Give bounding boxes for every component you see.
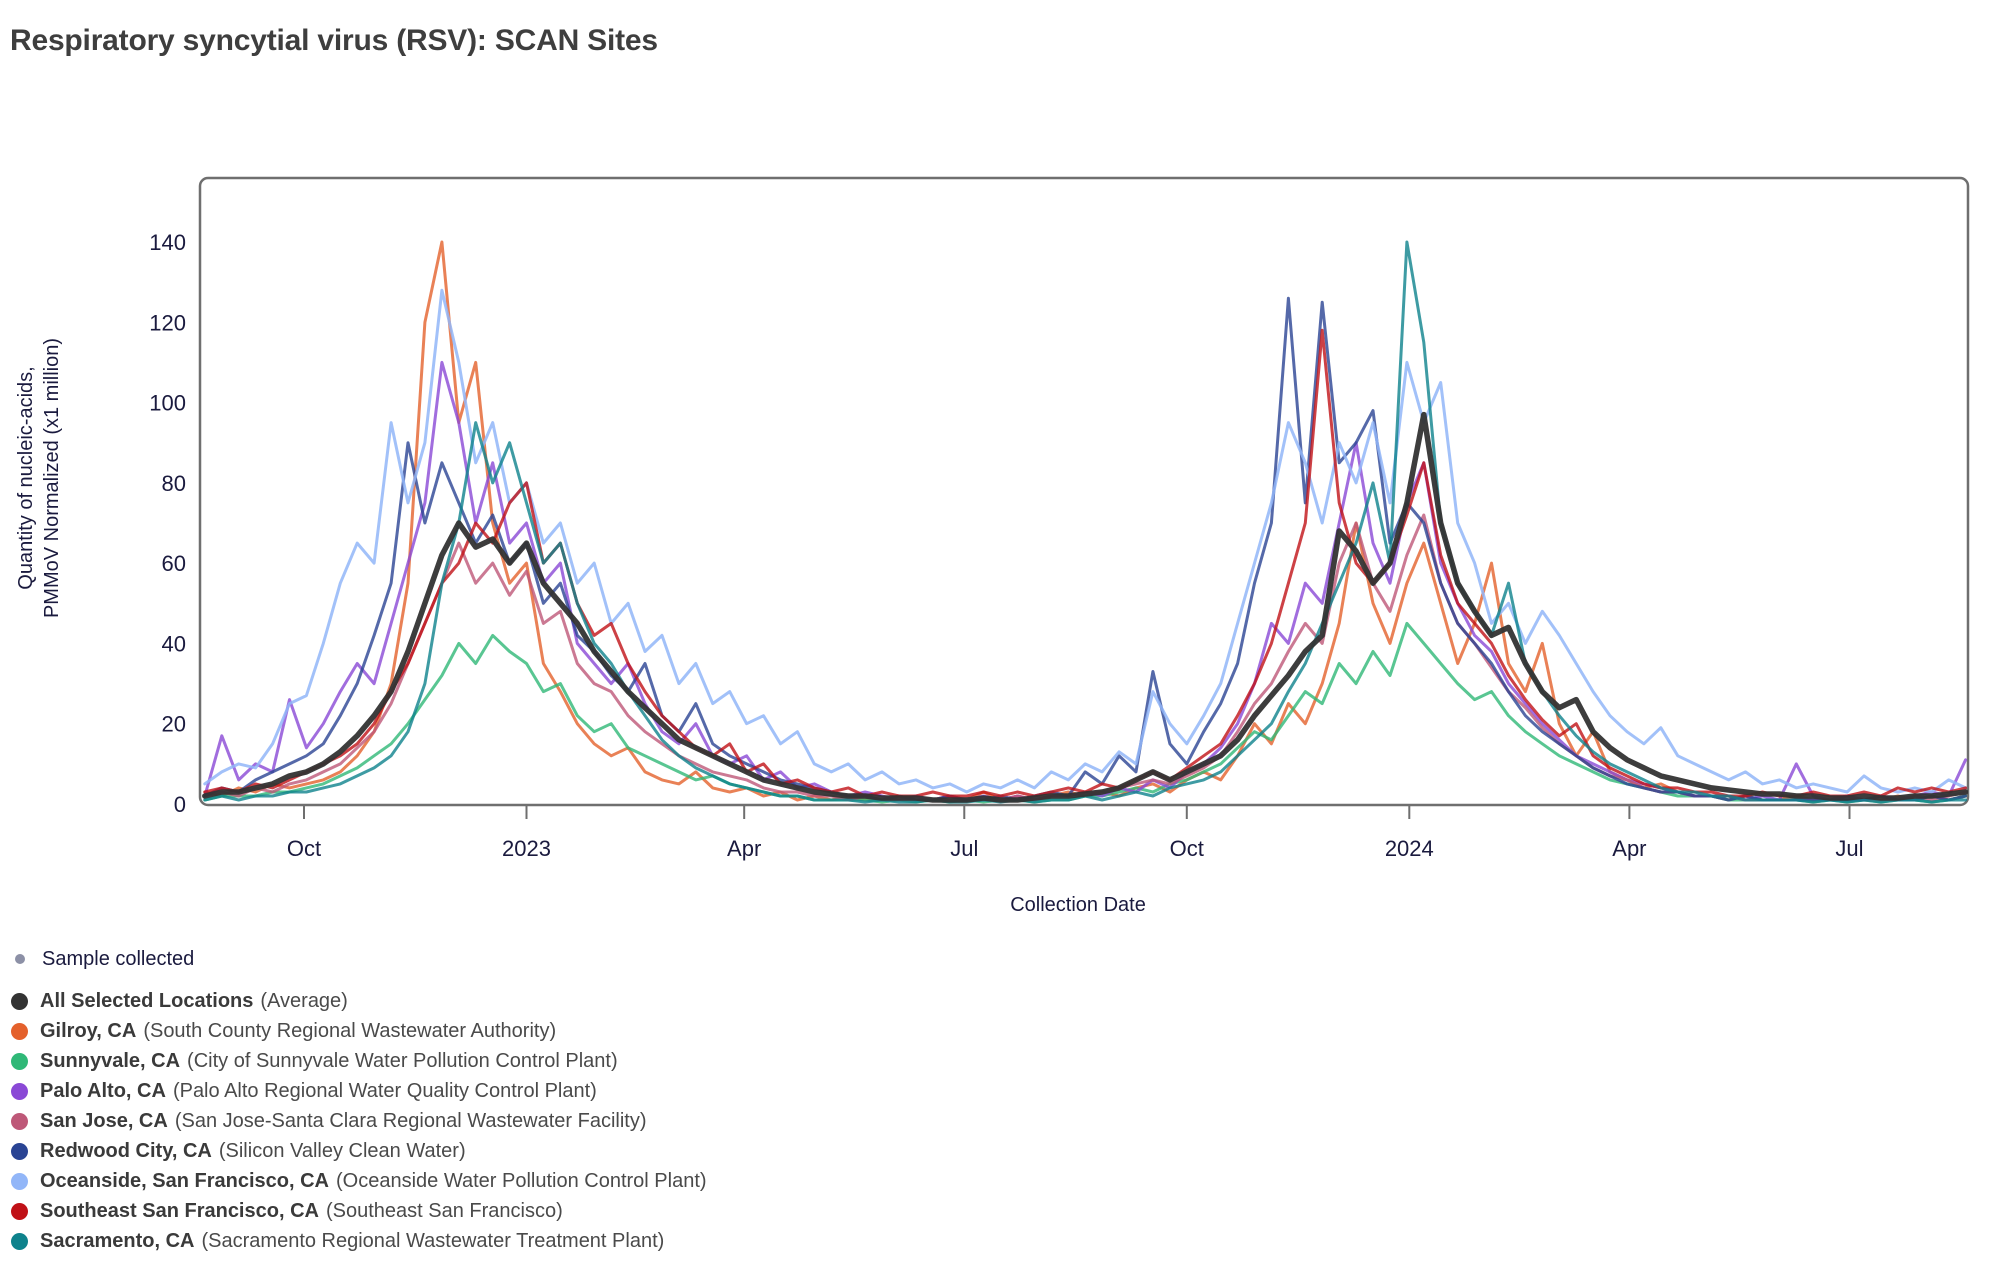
series-line-oceanside-san-francisco-ca [203,288,1968,794]
legend-item: Palo Alto, CA (Palo Alto Regional Water Q… [8,1076,707,1106]
x-tick-label: Apr [1612,836,1646,861]
legend-item-name: Oceanside, San Francisco, CA [40,1169,329,1192]
legend-color-dot-icon [11,1082,28,1100]
y-tick-label: 40 [162,631,186,656]
series-line-all-selected-locations-average- [202,411,1968,803]
x-tick-label: 2023 [502,836,551,861]
legend-item-name: Redwood City, CA [40,1139,212,1162]
x-tick-label: Jul [950,836,978,861]
legend-item-name: Sacramento, CA [40,1229,195,1252]
legend-item-description: (Silicon Valley Clean Water) [218,1139,466,1162]
legend-item: Southeast San Francisco, CA (Southeast Sa… [8,1196,707,1226]
legend-item-description: (Average) [260,989,348,1012]
legend-item: Sacramento, CA (Sacramento Regional Waste… [8,1226,707,1256]
legend-item: All Selected Locations (Average) [8,986,707,1016]
legend-color-dot-icon [11,1022,28,1040]
plot-border [198,176,1970,807]
x-tick-label: 2024 [1385,836,1434,861]
legend-item-description: (Palo Alto Regional Water Quality Contro… [172,1079,597,1102]
legend-item-description: (San Jose-Santa Clara Regional Wastewate… [174,1109,647,1132]
legend-item: Sunnyvale, CA (City of Sunnyvale Water Po… [8,1046,707,1076]
legend-color-dot-icon [11,1172,28,1190]
legend-color-dot-icon [11,1142,28,1160]
legend-color-dot-icon [11,1232,28,1250]
y-tick-label: 100 [149,391,186,416]
legend-item-description: (South County Regional Wastewater Author… [143,1019,557,1042]
legend-item: San Jose, CA (San Jose-Santa Clara Region… [8,1106,707,1136]
y-tick-label: 60 [162,551,186,576]
legend-item: Gilroy, CA (South County Regional Wastewa… [8,1016,707,1046]
y-tick-label: 80 [162,471,186,496]
x-tick-label: Oct [287,836,321,861]
legend-item-name: Gilroy, CA [40,1019,137,1042]
legend-item: Redwood City, CA (Silicon Valley Clean Wa… [8,1136,707,1166]
legend-item-name: All Selected Locations [40,989,254,1012]
legend-color-dot-icon [11,992,28,1010]
legend-item-description: (Southeast San Francisco) [325,1199,563,1222]
legend-color-dot-icon [11,1112,28,1130]
legend-item-description: (Sacramento Regional Wastewater Treatmen… [201,1229,665,1252]
legend-item: Oceanside, San Francisco, CA (Oceanside W… [8,1166,707,1196]
legend-item-name: Southeast San Francisco, CA [40,1199,319,1222]
chart-legend: Sample collected All Selected Locations (… [8,944,707,1256]
legend-item-name: Palo Alto, CA [40,1079,166,1102]
legend-item-name: San Jose, CA [40,1109,168,1132]
page-title: Respiratory syncytial virus (RSV): SCAN … [10,24,658,57]
legend-color-dot-icon [11,1052,28,1070]
y-tick-label: 0 [174,792,186,817]
y-tick-label: 140 [149,230,186,255]
y-axis-title: Quantity of nucleic-acids, PMMoV Normaliz… [15,338,63,618]
x-tick-label: Jul [1835,836,1863,861]
sample-collected-label: Sample collected [42,947,195,970]
legend-item-description: (Oceanside Water Pollution Control Plant… [336,1169,707,1192]
x-tick-label: Oct [1170,836,1204,861]
y-tick-label: 20 [162,712,186,737]
x-tick-label: Apr [727,836,761,861]
legend-color-dot-icon [11,1202,28,1220]
x-axis-title: Collection Date [1010,894,1146,916]
legend-series-list: All Selected Locations (Average) Gilroy, C… [8,986,707,1256]
rsv-time-series-chart: 0 20 40 60 80 100 120 140 Oct 2023 Apr Jul Oct 2024 Ap… [15,176,1970,916]
legend-item-description: (City of Sunnyvale Water Pollution Contr… [187,1049,618,1072]
legend-sample-collected: Sample collected [8,944,707,974]
sample-collected-dot-icon [15,954,25,964]
y-tick-label: 120 [149,310,186,335]
legend-item-name: Sunnyvale, CA [40,1049,181,1072]
